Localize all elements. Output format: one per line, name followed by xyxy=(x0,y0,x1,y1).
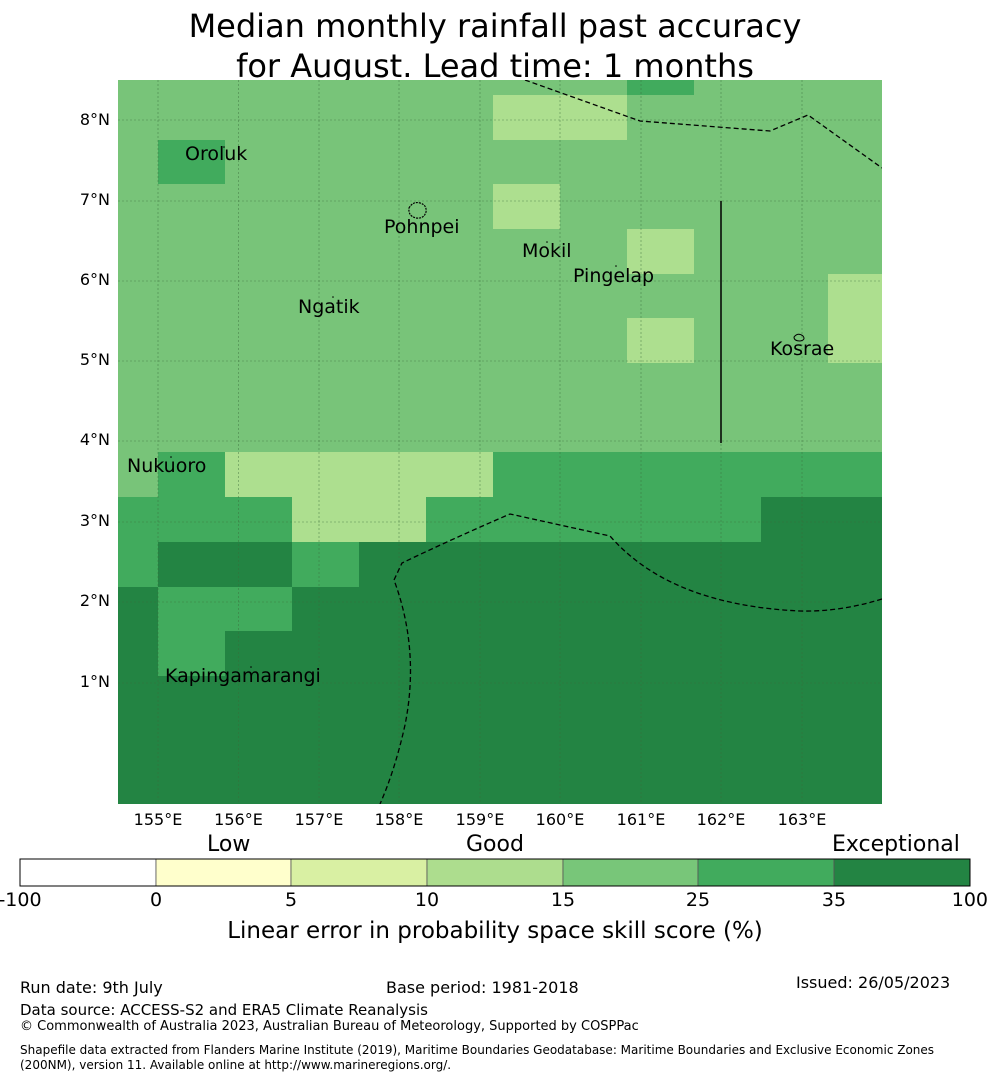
place-label-mokil: Mokil xyxy=(522,240,572,262)
colorbar-title: Linear error in probability space skill … xyxy=(227,918,763,944)
island-dot xyxy=(170,456,172,458)
lon-label: 157°E xyxy=(294,810,344,829)
island-dot xyxy=(332,296,334,298)
colorbar-segment xyxy=(19,858,157,887)
lat-label: 6°N xyxy=(79,270,110,289)
colorbar-segment xyxy=(562,858,699,887)
skill-cell xyxy=(158,140,225,184)
skill-cell xyxy=(292,587,882,631)
skill-cell xyxy=(118,497,292,542)
skill-cell xyxy=(627,318,694,363)
skill-cell xyxy=(158,452,225,497)
colorbar-tick: 100 xyxy=(951,889,988,911)
skill-cell xyxy=(627,229,694,274)
lon-label: 161°E xyxy=(616,810,666,829)
skill-cell xyxy=(158,542,292,587)
lon-label: 158°E xyxy=(374,810,424,829)
colorbar-category-low: Low xyxy=(207,832,251,857)
skill-cell xyxy=(118,587,158,804)
pohnpei-island-icon xyxy=(408,201,427,219)
lon-label: 156°E xyxy=(214,810,263,829)
lon-label: 163°E xyxy=(777,810,827,829)
page-title: Median monthly rainfall past accuracy fo… xyxy=(0,6,990,86)
colorbar-tick: 10 xyxy=(414,889,440,911)
colorbar-segment xyxy=(697,858,835,887)
skill-cell xyxy=(292,497,426,542)
lat-label: 8°N xyxy=(79,110,110,129)
data-source: Data source: ACCESS-S2 and ERA5 Climate … xyxy=(20,1001,428,1019)
place-label-ngatik: Ngatik xyxy=(298,296,360,318)
base-period: Base period: 1981-2018 xyxy=(386,978,579,997)
lon-label: 155°E xyxy=(133,810,183,829)
place-label-kapingamarangi: Kapingamarangi xyxy=(165,665,321,687)
title-line-1: Median monthly rainfall past accuracy xyxy=(188,7,802,45)
lat-label: 1°N xyxy=(79,672,110,691)
title-line-2: for August. Lead time: 1 months xyxy=(236,47,754,85)
skill-cell xyxy=(225,631,882,804)
copyright: © Commonwealth of Australia 2023, Austra… xyxy=(20,1019,639,1034)
lat-label: 7°N xyxy=(79,190,110,209)
place-label-pohnpei: Pohnpei xyxy=(384,216,460,238)
colorbar-tick: 0 xyxy=(149,889,163,911)
skill-cell xyxy=(761,497,882,542)
kosrae-island-icon xyxy=(793,333,805,342)
colorbar xyxy=(19,858,971,887)
place-label-nukuoro: Nukuoro xyxy=(127,455,207,477)
colorbar-tick: 5 xyxy=(284,889,298,911)
colorbar-tick: -100 xyxy=(0,889,42,911)
island-dot xyxy=(250,666,252,668)
lon-label: 160°E xyxy=(535,810,585,829)
place-label-oroluk: Oroluk xyxy=(185,143,248,165)
island-dot xyxy=(615,265,617,267)
lat-label: 2°N xyxy=(79,591,110,610)
skill-cell xyxy=(493,452,882,497)
skill-cell xyxy=(225,452,493,497)
skill-cell xyxy=(118,452,158,497)
skill-cell xyxy=(828,274,882,363)
skill-cell xyxy=(493,184,560,229)
colorbar-tick: 25 xyxy=(685,889,711,911)
lat-label: 4°N xyxy=(79,430,110,449)
colorbar-category-good: Good xyxy=(466,832,524,857)
place-label-kosrae: Kosrae xyxy=(770,338,835,360)
run-date: Run date: 9th July xyxy=(20,978,163,997)
island-dot xyxy=(546,241,548,243)
colorbar-category-exceptional: Exceptional xyxy=(832,832,960,857)
lon-label: 162°E xyxy=(696,810,746,829)
colorbar-segment xyxy=(155,858,292,887)
lat-label: 5°N xyxy=(79,350,110,369)
skill-cell xyxy=(158,676,225,804)
lat-label: 3°N xyxy=(79,511,110,530)
skill-cell xyxy=(158,587,292,631)
place-label-pingelap: Pingelap xyxy=(573,265,655,287)
eez-boundaries xyxy=(379,80,882,804)
island-dot xyxy=(223,146,225,148)
skill-cell xyxy=(158,631,225,676)
lon-label: 159°E xyxy=(455,810,505,829)
colorbar-tick: 35 xyxy=(821,889,847,911)
skill-cell xyxy=(627,80,694,95)
colorbar-segment xyxy=(426,858,564,887)
skill-cell xyxy=(118,542,158,587)
shapefile-credit: Shapefile data extracted from Flanders M… xyxy=(20,1043,935,1072)
issued-date: Issued: 26/05/2023 xyxy=(796,973,951,992)
skill-map xyxy=(118,80,882,804)
skill-cell xyxy=(426,497,761,542)
colorbar-segment xyxy=(833,858,971,887)
skill-cell xyxy=(292,542,359,587)
colorbar-tick: 15 xyxy=(550,889,576,911)
graticule xyxy=(118,80,882,804)
colorbar-segment xyxy=(290,858,428,887)
skill-cell xyxy=(359,542,882,587)
